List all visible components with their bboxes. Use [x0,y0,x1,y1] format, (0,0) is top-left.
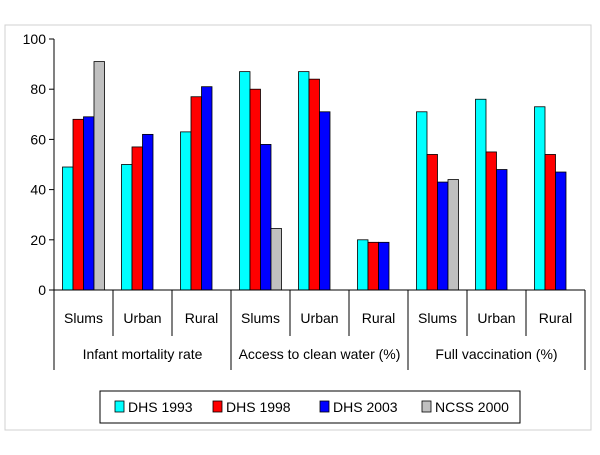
bar-dhs-1993-4 [298,71,310,291]
bar-dhs-1993-7 [475,98,487,291]
bar-dhs-2003-0 [83,116,95,291]
bar-dhs-1993-8 [534,106,546,291]
x-category-label: Slums [64,310,103,326]
legend-label: DHS 1998 [226,399,291,415]
legend-label: DHS 2003 [333,399,398,415]
x-group-label: Infant mortality rate [83,346,203,362]
bar-dhs-1993-3 [239,71,251,291]
y-tick-label: 100 [23,31,47,47]
bar-dhs-1998-2 [190,96,202,291]
bar-dhs-1993-2 [180,131,192,291]
legend-label: NCSS 2000 [435,399,509,415]
y-tick-label: 40 [30,182,46,198]
x-category-label: Slums [241,310,280,326]
x-category-label: Urban [300,310,338,326]
x-category-label: Slums [418,310,457,326]
bar-dhs-1998-6 [426,154,438,291]
bar-dhs-1998-7 [485,151,497,291]
x-category-label: Rural [539,310,572,326]
bar-dhs-1998-3 [249,88,261,291]
bar-dhs-2003-3 [260,144,272,291]
legend-label: DHS 1993 [128,399,193,415]
bar-dhs-2003-6 [437,181,449,291]
labels-layer: 0 20 40 60 80 100 Slums Urban Rural Slums Urban Rur… [23,31,573,362]
bar-dhs-1993-1 [121,164,133,291]
bar-dhs-2003-7 [496,169,508,291]
x-category-label: Rural [185,310,218,326]
bar-ncss-2000-6 [447,179,459,291]
bar-dhs-2003-8 [555,171,567,291]
y-tick-label: 80 [30,81,46,97]
x-category-label: Urban [477,310,515,326]
bar-dhs-2003-4 [319,111,331,291]
bar-dhs-2003-2 [201,86,213,291]
legend-swatch [319,400,330,413]
legend-swatch [212,400,223,413]
legend-box [99,390,521,424]
y-tick-label: 20 [30,232,46,248]
bar-dhs-2003-1 [142,133,154,291]
bar-dhs-1998-4 [308,78,320,291]
legend: DHS 1993 DHS 1998 DHS 2003 NCSS 2000 [99,390,521,424]
x-category-label: Urban [123,310,161,326]
axes-layer [49,38,586,370]
y-tick-label: 60 [30,131,46,147]
y-tick-label: 0 [38,282,46,298]
bar-dhs-1998-8 [544,154,556,291]
x-category-label: Rural [362,310,395,326]
bar-dhs-1993-0 [62,166,74,291]
bar-dhs-1993-6 [416,111,428,291]
x-group-label: Access to clean water (%) [239,346,401,362]
x-group-label: Full vaccination (%) [435,346,557,362]
bar-dhs-1998-5 [367,241,379,291]
bar-dhs-1998-1 [131,146,143,291]
bar-dhs-1998-0 [72,118,84,291]
bar-ncss-2000-0 [93,61,105,291]
bar-dhs-1993-5 [357,239,369,291]
bar-ncss-2000-3 [270,228,282,291]
legend-swatch [114,400,125,413]
bar-dhs-2003-5 [378,241,390,291]
legend-swatch [421,400,432,413]
